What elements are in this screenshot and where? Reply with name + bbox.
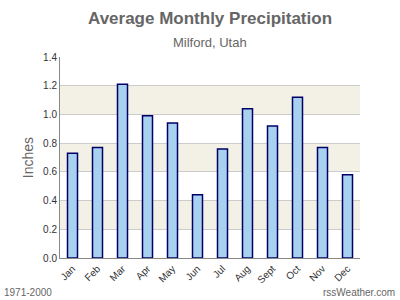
svg-text:0.2: 0.2 bbox=[43, 224, 57, 235]
svg-text:0.0: 0.0 bbox=[43, 253, 57, 264]
svg-text:rssWeather.com: rssWeather.com bbox=[323, 287, 395, 298]
svg-text:Apr: Apr bbox=[134, 263, 153, 282]
svg-text:Inches: Inches bbox=[20, 137, 36, 178]
svg-text:Jan: Jan bbox=[58, 263, 77, 282]
svg-text:1.0: 1.0 bbox=[43, 109, 57, 120]
svg-text:1971-2000: 1971-2000 bbox=[4, 287, 52, 298]
svg-text:Oct: Oct bbox=[284, 263, 303, 282]
svg-text:Average Monthly Precipitation: Average Monthly Precipitation bbox=[88, 9, 332, 28]
svg-text:Mar: Mar bbox=[107, 263, 127, 283]
svg-text:Aug: Aug bbox=[232, 263, 252, 283]
svg-text:Milford, Utah: Milford, Utah bbox=[173, 35, 247, 50]
svg-text:Feb: Feb bbox=[82, 263, 102, 283]
svg-text:0.4: 0.4 bbox=[43, 195, 57, 206]
svg-text:Jul: Jul bbox=[211, 263, 228, 280]
svg-text:Dec: Dec bbox=[332, 263, 352, 283]
svg-text:Sept: Sept bbox=[255, 263, 277, 285]
svg-text:0.6: 0.6 bbox=[43, 166, 57, 177]
svg-text:1.2: 1.2 bbox=[43, 80, 57, 91]
svg-text:1.4: 1.4 bbox=[43, 52, 57, 63]
svg-text:0.8: 0.8 bbox=[43, 138, 57, 149]
svg-text:Nov: Nov bbox=[307, 263, 327, 283]
svg-text:Jun: Jun bbox=[183, 263, 202, 282]
svg-text:May: May bbox=[156, 263, 177, 284]
